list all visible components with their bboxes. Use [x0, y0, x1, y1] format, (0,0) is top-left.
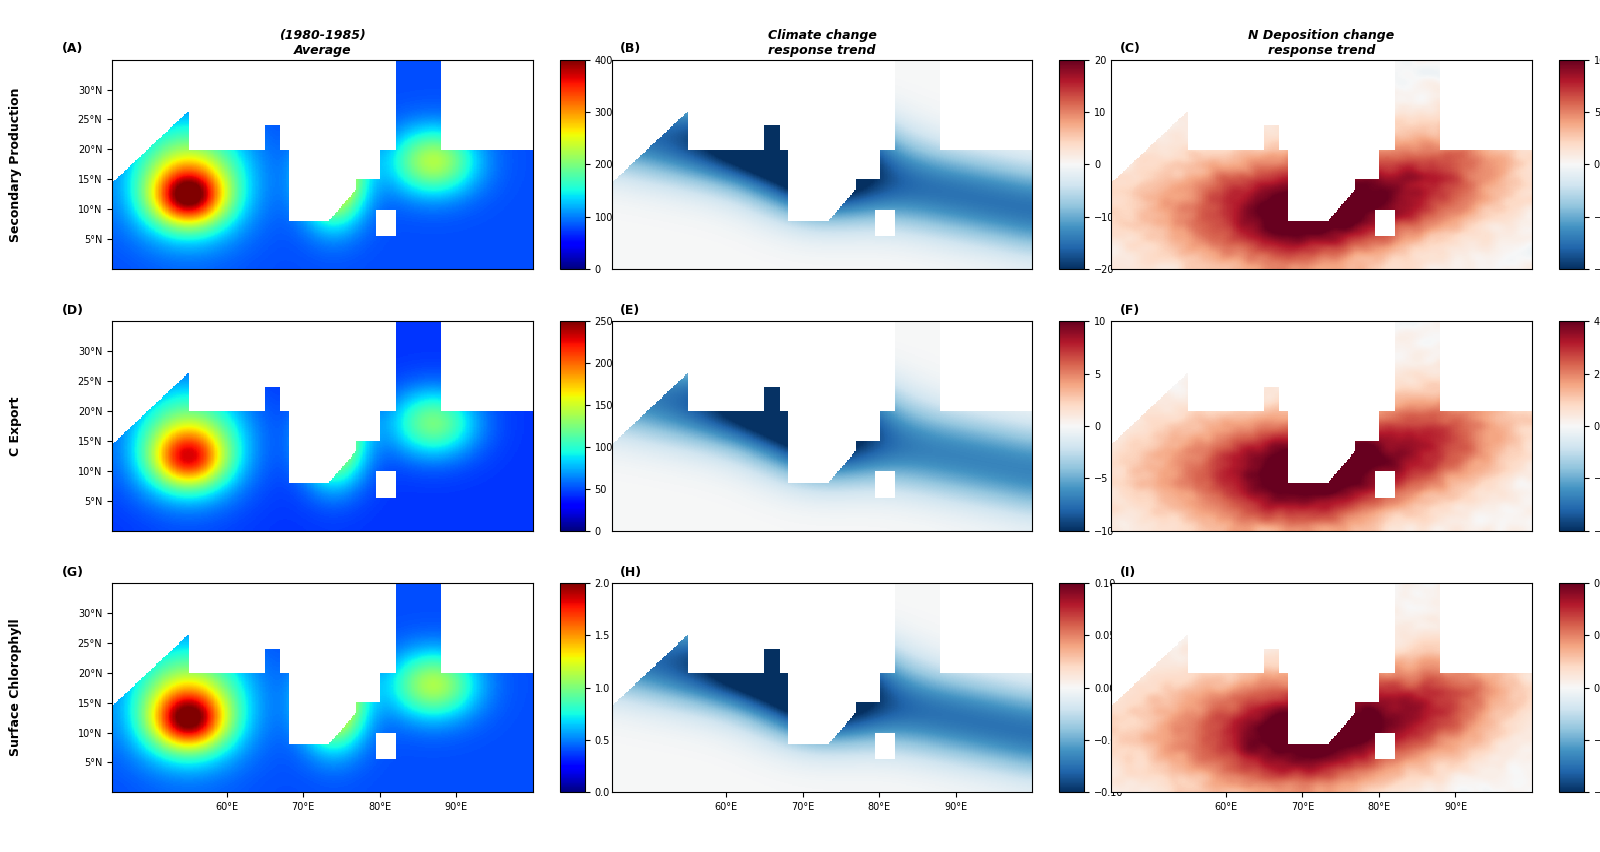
Text: (C): (C): [1120, 43, 1141, 55]
Title: Climate change
response trend: Climate change response trend: [768, 29, 877, 57]
Y-axis label: (mg C m⁻² d⁻¹): (mg C m⁻² d⁻¹): [616, 130, 626, 199]
Text: (B): (B): [621, 43, 642, 55]
Y-axis label: (µg kg⁻¹ yr⁻¹): (µg kg⁻¹ yr⁻¹): [1126, 657, 1136, 718]
Y-axis label: (mg C m⁻² d⁻¹ yr⁻¹): (mg C m⁻² d⁻¹ yr⁻¹): [1117, 120, 1126, 209]
Y-axis label: (µg kg⁻¹): (µg kg⁻¹): [613, 667, 622, 708]
Text: Secondary Production: Secondary Production: [10, 87, 22, 242]
Text: (A): (A): [61, 43, 83, 55]
Text: (D): (D): [61, 304, 83, 317]
Text: C Export: C Export: [10, 396, 22, 456]
Title: N Deposition change
response trend: N Deposition change response trend: [1248, 29, 1395, 57]
Text: (I): (I): [1120, 566, 1136, 579]
Text: (H): (H): [621, 566, 642, 579]
Title: (1980-1985)
Average: (1980-1985) Average: [278, 29, 366, 57]
Y-axis label: (mg C m⁻² d⁻¹): (mg C m⁻² d⁻¹): [616, 392, 626, 460]
Text: Surface Chlorophyll: Surface Chlorophyll: [10, 619, 22, 757]
Text: (E): (E): [621, 304, 640, 317]
Y-axis label: (mg C m⁻² d⁻¹ yr⁻¹): (mg C m⁻² d⁻¹ yr⁻¹): [1117, 382, 1126, 470]
Text: (F): (F): [1120, 304, 1139, 317]
Text: (G): (G): [61, 566, 83, 579]
